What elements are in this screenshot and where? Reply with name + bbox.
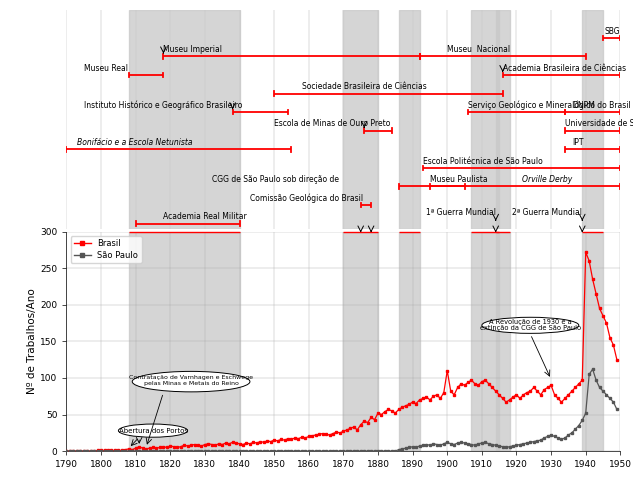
Text: Contratação de Varnhagen e Eschwege: Contratação de Varnhagen e Eschwege bbox=[129, 376, 253, 381]
Ellipse shape bbox=[118, 424, 187, 437]
Text: Museu  Nacional: Museu Nacional bbox=[448, 45, 510, 54]
Bar bbox=[128, 232, 239, 451]
Text: A Revolução de 1930 e a: A Revolução de 1930 e a bbox=[489, 319, 572, 325]
Text: Sociedade Brasileira de Ciências: Sociedade Brasileira de Ciências bbox=[302, 82, 427, 91]
Ellipse shape bbox=[132, 371, 250, 392]
Text: Escola de Minas de Ouro Preto: Escola de Minas de Ouro Preto bbox=[274, 119, 391, 129]
Bar bbox=[128, 10, 239, 229]
Text: Universidade de São Paulo (FFCL): Universidade de São Paulo (FFCL) bbox=[565, 119, 633, 129]
Y-axis label: Nº de Trabalhos/Ano: Nº de Trabalhos/Ano bbox=[27, 288, 37, 394]
Text: pelas Minas e Metais do Reino: pelas Minas e Metais do Reino bbox=[144, 381, 239, 386]
Text: Comissão Geológica do Brasil: Comissão Geológica do Brasil bbox=[250, 193, 363, 203]
Text: Museu Real: Museu Real bbox=[84, 64, 128, 72]
Bar bbox=[399, 232, 420, 451]
Text: IPT: IPT bbox=[572, 138, 584, 147]
Bar bbox=[496, 232, 510, 451]
Bar bbox=[582, 10, 603, 229]
Text: Abertura dos Portos: Abertura dos Portos bbox=[118, 427, 187, 434]
Text: 1ª Guerra Mundial: 1ª Guerra Mundial bbox=[426, 208, 496, 216]
Text: Academia Brasileira de Ciências: Academia Brasileira de Ciências bbox=[503, 64, 626, 72]
Bar bbox=[344, 10, 378, 229]
Bar bbox=[472, 10, 499, 229]
Text: SBG: SBG bbox=[605, 27, 620, 35]
Text: Instituto Histórico e Geográfico Brasileiro: Instituto Histórico e Geográfico Brasile… bbox=[84, 101, 242, 110]
Text: 2ª Guerra Mundial: 2ª Guerra Mundial bbox=[512, 208, 582, 216]
Text: Serviço Geológico e Mineralógico do Brasil: Serviço Geológico e Mineralógico do Bras… bbox=[468, 101, 630, 110]
Text: Bonifácio e a Escola Netunista: Bonifácio e a Escola Netunista bbox=[77, 138, 192, 147]
Text: extinção da CGG de São Paulo: extinção da CGG de São Paulo bbox=[480, 324, 581, 330]
Bar bbox=[472, 232, 499, 451]
Bar bbox=[399, 10, 420, 229]
Legend: Brasil, São Paulo: Brasil, São Paulo bbox=[71, 236, 142, 263]
Ellipse shape bbox=[482, 317, 579, 333]
Text: Escola Politécnica de São Paulo: Escola Politécnica de São Paulo bbox=[423, 157, 542, 166]
Bar bbox=[344, 232, 378, 451]
Text: Orville Derby: Orville Derby bbox=[522, 175, 572, 184]
Text: Museu Imperial: Museu Imperial bbox=[163, 45, 222, 54]
Text: Academia Real Militar: Academia Real Militar bbox=[163, 212, 247, 221]
Text: CGG de São Paulo sob direção de: CGG de São Paulo sob direção de bbox=[212, 175, 341, 184]
Bar bbox=[496, 10, 510, 229]
Text: DNPM: DNPM bbox=[572, 101, 595, 110]
Text: Museu Paulista: Museu Paulista bbox=[430, 175, 487, 184]
Bar bbox=[582, 232, 603, 451]
